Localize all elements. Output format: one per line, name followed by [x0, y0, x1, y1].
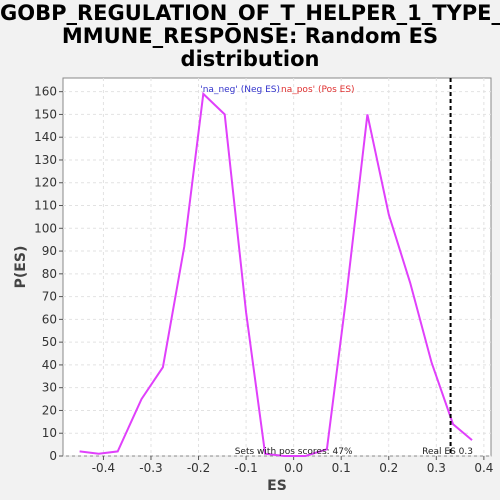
y-tick-label: 160 — [34, 85, 57, 99]
y-tick-label: 140 — [34, 130, 57, 144]
x-tick-label: 0.2 — [379, 461, 398, 475]
x-tick-label: -0.1 — [234, 461, 257, 475]
x-tick-label: 0.3 — [427, 461, 446, 475]
x-tick-label: -0.2 — [187, 461, 210, 475]
y-tick-label: 10 — [42, 426, 57, 440]
y-tick-label: 130 — [34, 153, 57, 167]
y-tick-label: 0 — [49, 449, 57, 463]
x-tick-label: 0.4 — [474, 461, 493, 475]
y-tick-label: 150 — [34, 107, 57, 121]
y-tick-label: 110 — [34, 199, 57, 213]
y-tick-label: 60 — [42, 312, 57, 326]
x-tick-label: 0.0 — [284, 461, 303, 475]
x-axis-title: ES — [267, 478, 287, 494]
y-tick-label: 100 — [34, 221, 57, 235]
series-line — [79, 91, 473, 457]
pos-scores-annotation: Sets with pos scores: 47% — [235, 447, 353, 457]
y-tick-label: 90 — [42, 244, 57, 258]
y-tick-label: 120 — [34, 176, 57, 190]
chart-title-line-3: distribution — [180, 47, 320, 71]
chart-title-line-2: MMUNE_RESPONSE: Random ES — [61, 24, 439, 48]
x-tick-label: -0.4 — [92, 461, 115, 475]
chart-title: GOBP_REGULATION_OF_T_HELPER_1_TYPE_I MMU… — [0, 2, 500, 71]
x-tick-label: 0.1 — [332, 461, 351, 475]
plot-area — [62, 77, 492, 457]
y-tick-label: 70 — [42, 290, 57, 304]
y-tick-label: 20 — [42, 403, 57, 417]
y-axis-ticks: 0 10 20 30 40 50 60 70 80 90 100 110 120 130 140 150 160 — [34, 85, 63, 463]
y-tick-label: 50 — [42, 335, 57, 349]
legend-pos-label: na_pos' (Pos ES) — [281, 85, 355, 95]
y-tick-label: 30 — [42, 381, 57, 395]
y-axis-title: P(ES) — [13, 246, 29, 289]
grid-lines — [63, 78, 491, 457]
chart-title-line-1: GOBP_REGULATION_OF_T_HELPER_1_TYPE_I — [0, 1, 500, 25]
real-es-label: Real ES 0.3 — [422, 447, 473, 457]
y-tick-label: 40 — [42, 358, 57, 372]
legend-neg-label: 'na_neg' (Neg ES) — [200, 85, 280, 95]
x-axis-ticks: -0.4 -0.3 -0.2 -0.1 0.0 0.1 0.2 0.3 0.4 — [92, 456, 493, 475]
x-tick-label: -0.3 — [139, 461, 162, 475]
y-tick-label: 80 — [42, 267, 57, 281]
